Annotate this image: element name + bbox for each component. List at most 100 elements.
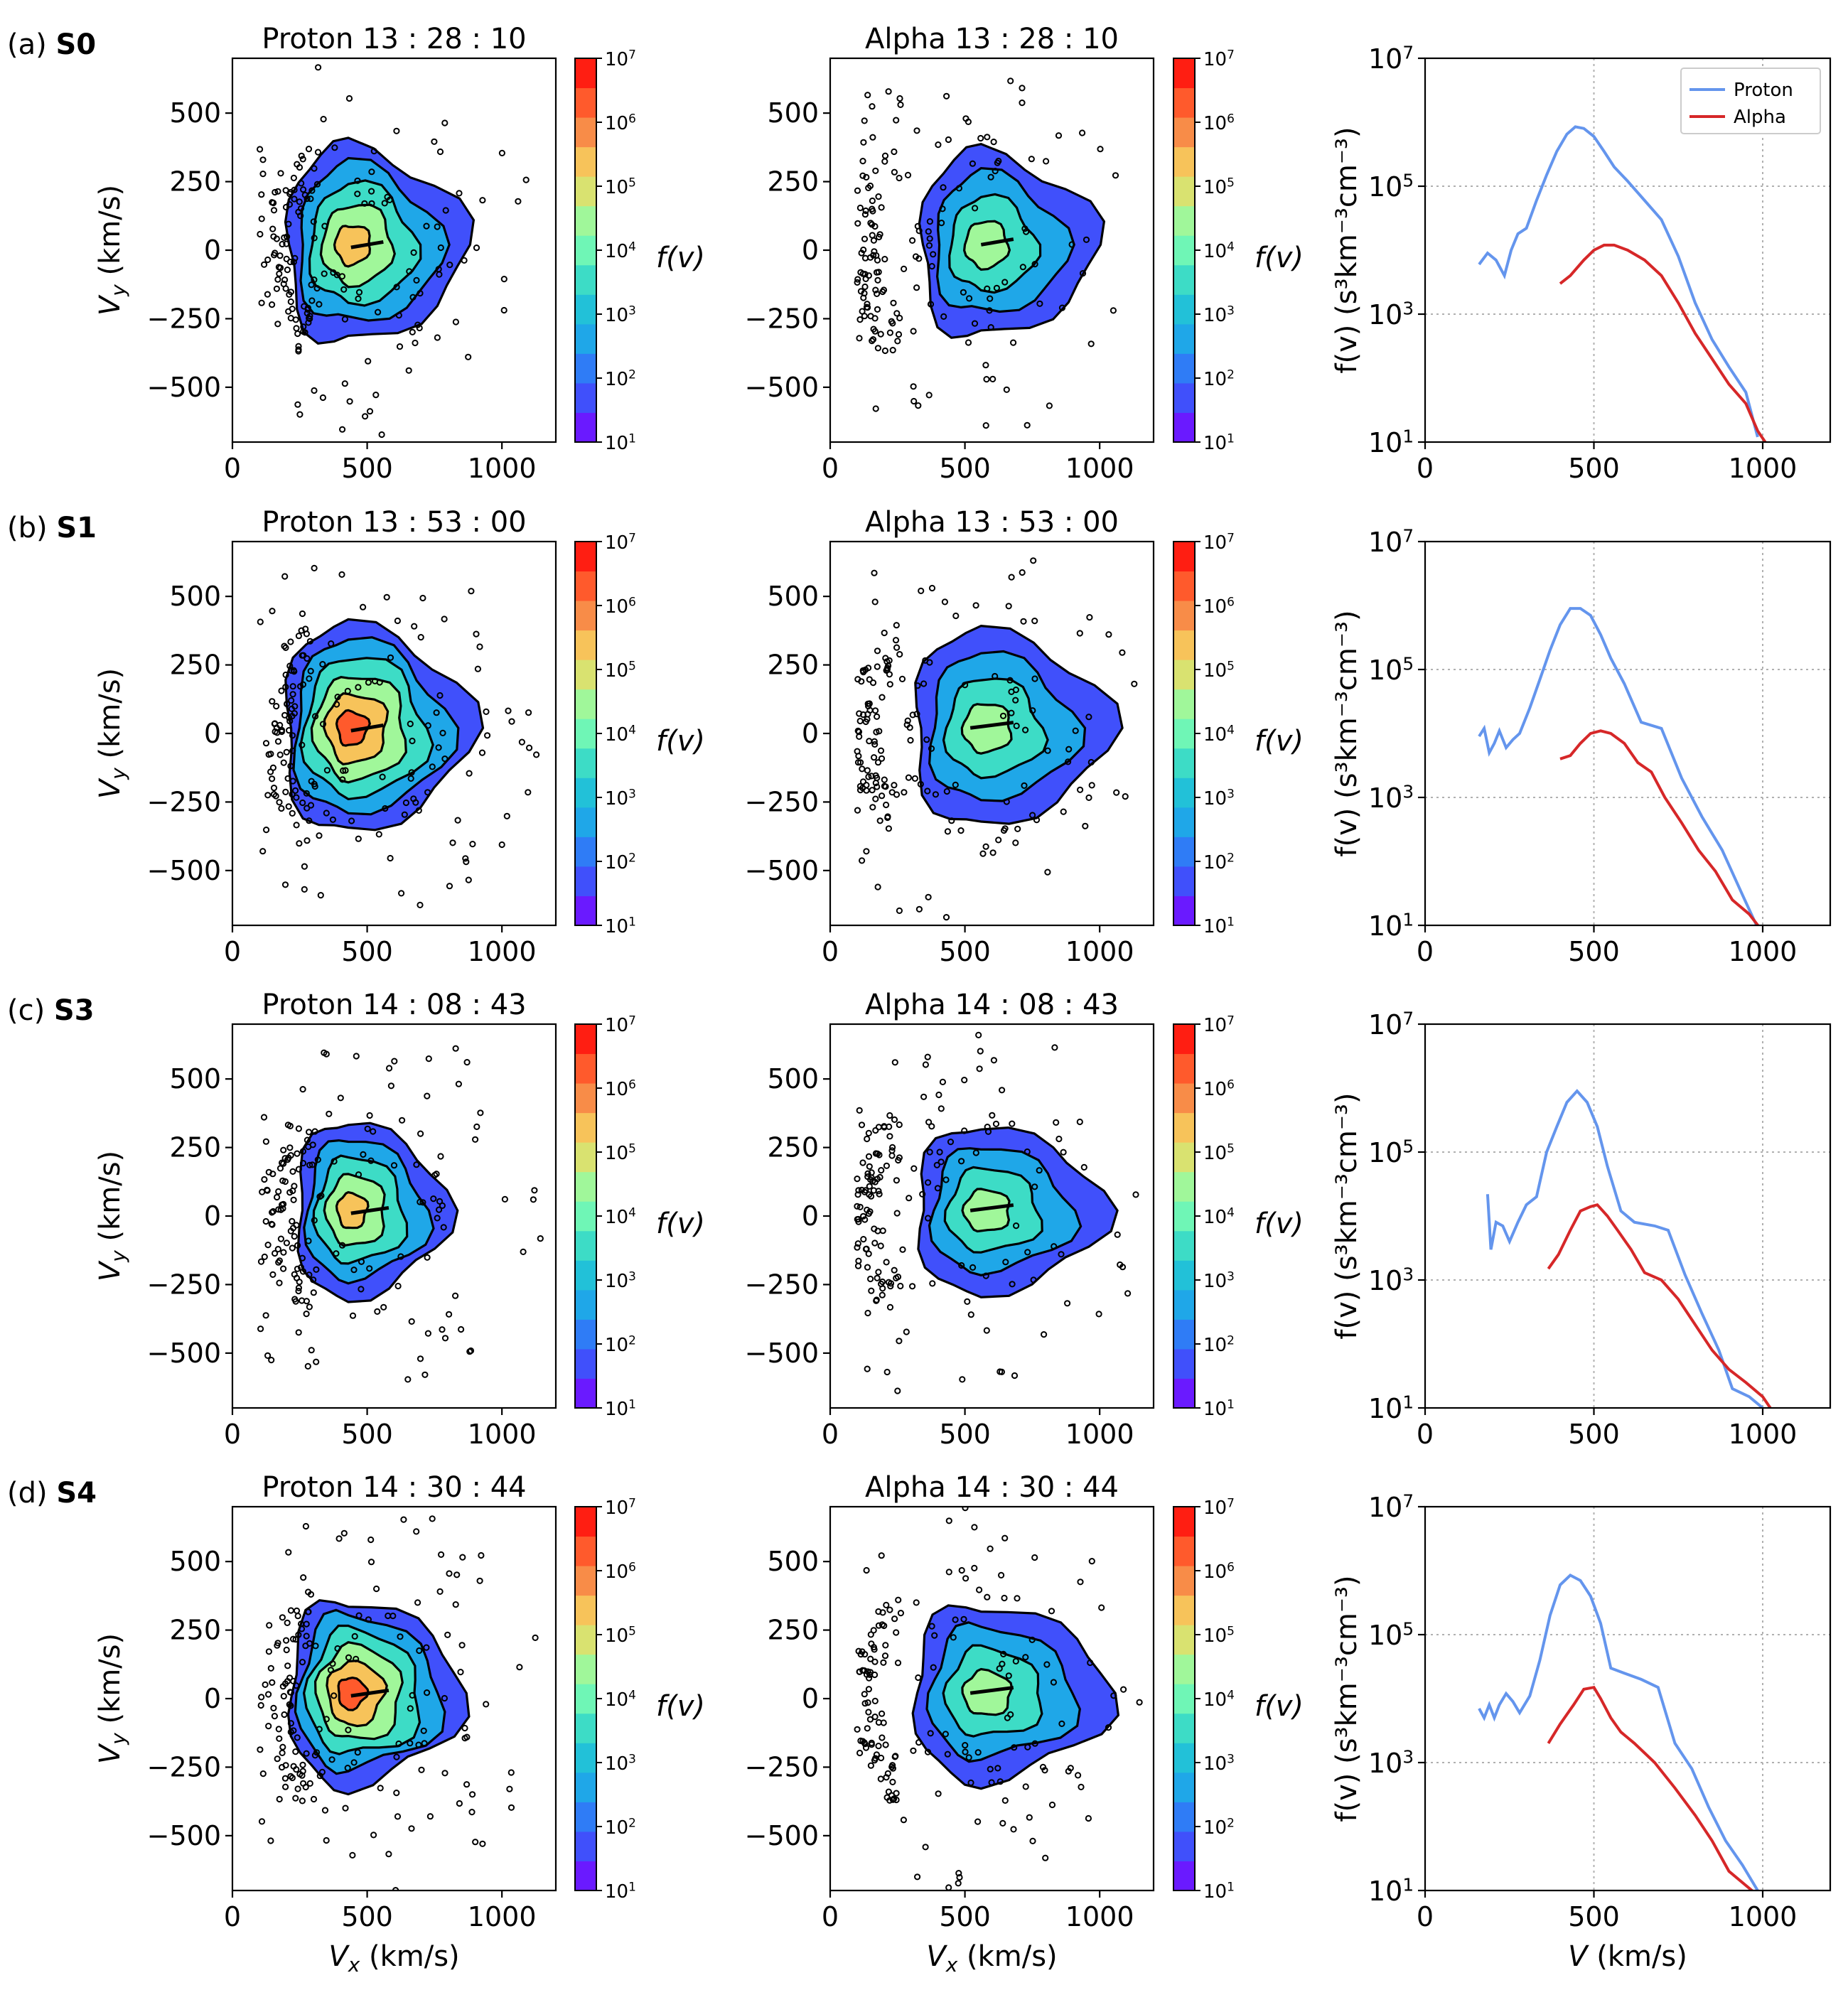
sample-point: [871, 1658, 879, 1665]
sample-point: [984, 1124, 991, 1131]
sample-point: [861, 235, 869, 242]
x-tick-label: 0: [822, 936, 839, 967]
tick-base: 10: [1368, 1620, 1402, 1651]
sample-point: [888, 318, 895, 325]
colorbar-segment: [1173, 689, 1195, 719]
colorbar-segment: [1173, 205, 1195, 236]
ylabel-main: V: [94, 1743, 127, 1764]
sample-point: [299, 652, 306, 659]
sample-point: [983, 376, 990, 383]
sample-point: [399, 1117, 406, 1124]
colorbar-label: f(v): [656, 725, 705, 758]
sample-point: [866, 1183, 873, 1190]
sample-point: [1031, 261, 1038, 268]
sample-point: [854, 807, 861, 814]
sample-point: [912, 253, 920, 260]
sample-point: [307, 667, 314, 674]
sample-point: [856, 1668, 863, 1675]
sample-point: [424, 1330, 432, 1337]
sample-point: [898, 675, 906, 683]
sample-point: [283, 1646, 290, 1654]
x-tick-label: 0: [224, 936, 241, 967]
tick-exponent: 5: [1227, 1141, 1235, 1156]
tick-exponent: 7: [628, 1013, 636, 1028]
colorbar-segment: [1173, 1625, 1195, 1655]
contour-fill-proton: [257, 64, 530, 439]
sample-point: [530, 1196, 537, 1203]
sample-point: [300, 1574, 307, 1581]
sample-point: [967, 1311, 974, 1318]
sample-point: [927, 1730, 934, 1737]
sample-point: [303, 1620, 310, 1628]
sample-point: [299, 1659, 306, 1666]
sample-point: [302, 625, 309, 633]
sample-point: [434, 334, 441, 341]
sample-point: [310, 1289, 317, 1296]
tick-exponent: 5: [1227, 659, 1235, 673]
sample-point: [276, 799, 283, 806]
sample-point: [441, 1770, 448, 1777]
axes-frame: [1424, 1505, 1832, 1892]
sample-point: [291, 710, 298, 717]
tick-base: 10: [1368, 1265, 1402, 1296]
colorbar-tick-label: 105: [1203, 1624, 1235, 1647]
sample-point: [1051, 1044, 1058, 1051]
tick-exponent: 6: [628, 1560, 636, 1574]
sample-point: [290, 174, 297, 181]
sample-point: [861, 117, 868, 124]
sample-point: [301, 863, 308, 870]
sample-point: [305, 1608, 312, 1615]
sample-point: [282, 1783, 289, 1790]
sample-point: [308, 1347, 315, 1354]
sample-point: [365, 1616, 372, 1623]
colorbar-segment: [1173, 1289, 1195, 1320]
colorbar-segment: [575, 1772, 596, 1802]
sample-point: [876, 1190, 883, 1198]
sample-point: [992, 1120, 1000, 1128]
sample-point: [287, 1227, 294, 1235]
sample-point: [999, 1087, 1006, 1094]
sample-point: [920, 1093, 928, 1100]
sample-point: [932, 791, 940, 798]
tick-base: 10: [1368, 299, 1402, 330]
sample-point: [856, 204, 864, 212]
sample-point: [319, 721, 327, 728]
y-tick-label: 0: [204, 1683, 221, 1714]
sample-point: [999, 712, 1007, 719]
sample-point: [439, 1326, 446, 1333]
y-tick-label: 250: [169, 166, 221, 198]
sample-point: [962, 682, 969, 689]
colorbar-tick-label: 102: [1203, 367, 1235, 390]
sample-point: [1021, 225, 1028, 232]
sample-point: [863, 1245, 870, 1252]
sample-point: [1088, 1558, 1095, 1565]
sample-point: [893, 1210, 901, 1217]
colorbar-tick-label: 104: [1203, 1688, 1235, 1711]
sample-point: [311, 1752, 318, 1759]
tick-base: 10: [605, 1561, 628, 1583]
tick-base: 10: [1203, 1207, 1227, 1228]
tick-base: 10: [1368, 171, 1402, 203]
alpha-title: Alpha 13 : 53 : 00: [865, 506, 1119, 539]
sample-point: [277, 170, 284, 177]
sample-point: [1117, 1261, 1124, 1269]
sample-point: [294, 1265, 301, 1272]
colorbar-segment: [575, 1319, 596, 1350]
sample-point: [457, 1669, 464, 1676]
sample-point: [982, 1272, 989, 1279]
sample-point: [972, 602, 979, 609]
sample-point: [341, 380, 348, 387]
tick-base: 10: [1368, 910, 1402, 942]
sample-point: [472, 1839, 479, 1846]
sample-point: [441, 755, 448, 763]
tick-exponent: 3: [1402, 298, 1414, 318]
sample-point: [334, 1645, 341, 1652]
sample-point: [883, 801, 890, 809]
sample-point: [891, 148, 898, 156]
sample-point: [1058, 304, 1066, 311]
sample-point: [358, 1286, 365, 1293]
sample-point: [287, 298, 294, 306]
sample-point: [354, 1749, 361, 1756]
